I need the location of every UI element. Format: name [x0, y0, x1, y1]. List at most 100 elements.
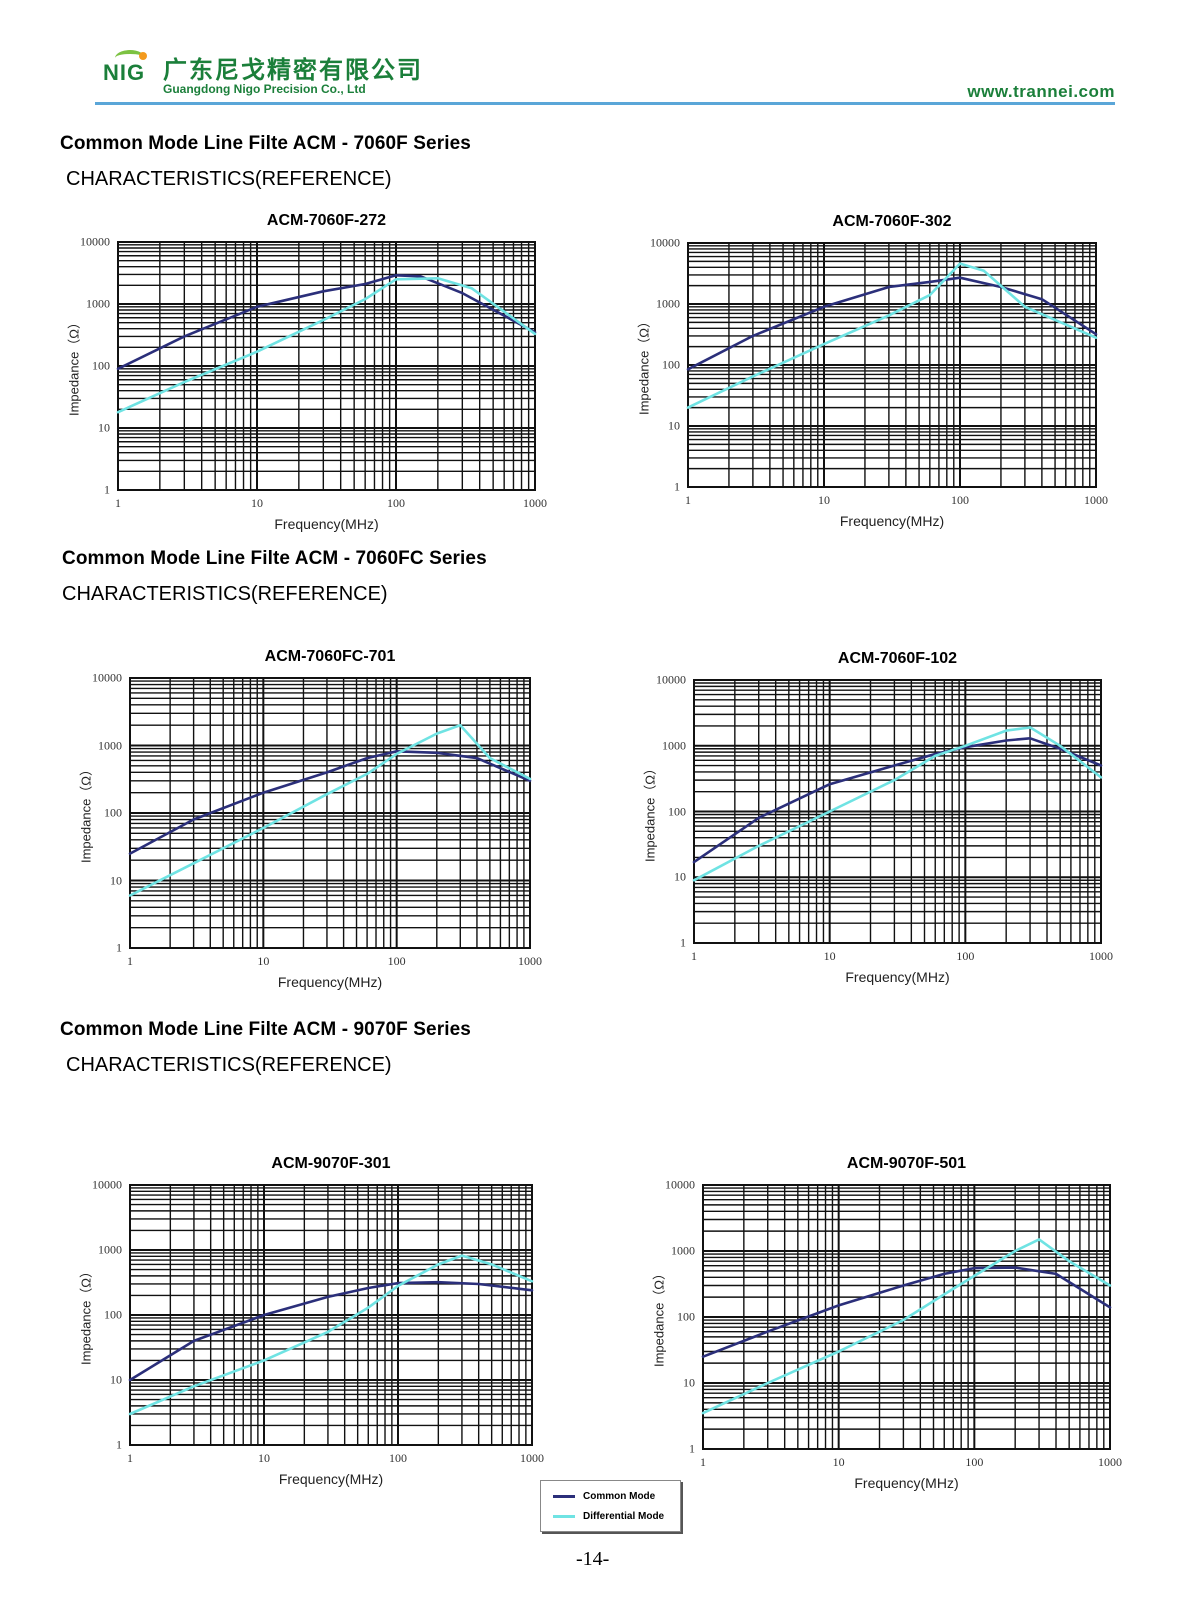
series-line-differential-mode — [116, 276, 537, 414]
x-tick-label: 10 — [251, 496, 263, 510]
series-line-common-mode — [116, 273, 537, 371]
legend-label-differential: Differential Mode — [583, 1511, 665, 1522]
series-line-differential-mode — [128, 1254, 534, 1416]
section-title-7060fc: Common Mode Line Filte ACM - 7060FC Seri… — [62, 548, 487, 569]
x-tick-label: 1000 — [520, 1451, 544, 1465]
x-tick-label: 1000 — [1089, 949, 1113, 963]
series-line-common-mode — [686, 276, 1098, 371]
x-tick-label: 1 — [127, 954, 133, 968]
y-tick-label: 10 — [683, 1375, 695, 1390]
y-tick-label: 100 — [677, 1309, 695, 1324]
website-link[interactable]: www.trannei.com — [967, 82, 1115, 101]
x-tick-label: 10 — [257, 954, 270, 968]
y-tick-label: 1000 — [86, 296, 110, 311]
plot-frame — [693, 679, 1102, 944]
plot-frame — [702, 1184, 1111, 1450]
legend-item-differential-mode: Differential Mode — [553, 1511, 664, 1522]
series-line-common-mode — [701, 1266, 1112, 1358]
y-axis-label: Impedance（Ω） — [651, 1266, 667, 1368]
x-tick-label: 100 — [951, 493, 969, 507]
y-tick-label: 10 — [668, 418, 680, 433]
company-name-en: Guangdong Nigo Precision Co., Ltd — [163, 82, 366, 96]
y-tick-label: 100 — [668, 804, 686, 818]
x-tick-label: 10 — [818, 493, 830, 507]
series-line-common-mode — [128, 749, 532, 855]
section-subtitle-7060fc: CHARACTERISTICS(REFERENCE) — [62, 583, 388, 605]
x-tick-label: 1000 — [1084, 493, 1108, 507]
plot-frame — [129, 677, 531, 949]
x-tick-label: 1000 — [518, 954, 542, 968]
section-subtitle-9070f: CHARACTERISTICS(REFERENCE) — [66, 1054, 392, 1076]
y-tick-label: 10 — [110, 873, 122, 887]
x-axis-label: Frequency(MHz) — [854, 1475, 959, 1491]
logo-dot-icon — [139, 52, 147, 60]
x-tick-label: 1000 — [523, 496, 547, 510]
y-tick-label: 1 — [116, 1437, 122, 1452]
series-line-differential-mode — [128, 723, 532, 897]
chart-title: ACM-7060F-102 — [837, 650, 958, 667]
y-tick-label: 1 — [689, 1441, 695, 1456]
series-line-differential-mode — [692, 726, 1103, 882]
y-tick-label: 10000 — [665, 1177, 695, 1192]
y-tick-label: 1000 — [98, 738, 122, 752]
y-tick-label: 10 — [98, 420, 110, 435]
y-tick-label: 1 — [116, 940, 122, 955]
y-tick-label: 100 — [92, 358, 110, 373]
legend-label-common: Common Mode — [583, 1491, 656, 1502]
y-tick-label: 100 — [104, 1307, 122, 1322]
x-tick-label: 1 — [115, 496, 121, 510]
y-tick-label: 100 — [104, 805, 122, 820]
legend-swatch-differential — [553, 1515, 575, 1518]
x-tick-label: 100 — [387, 954, 406, 968]
header-divider — [95, 102, 1115, 105]
plot-frame — [687, 242, 1097, 488]
x-tick-label: 10 — [832, 1455, 845, 1469]
x-axis-label: Frequency(MHz) — [845, 969, 950, 985]
chart-legend: Common Mode Differential Mode — [540, 1480, 681, 1532]
y-tick-label: 1 — [680, 935, 686, 950]
x-axis-label: Frequency(MHz) — [278, 1471, 384, 1487]
page-header: NIG 广东尼戈精密有限公司 Guangdong Nigo Precision … — [95, 46, 1115, 108]
x-tick-label: 1 — [685, 493, 691, 507]
x-axis-label: Frequency(MHz) — [277, 974, 383, 990]
y-axis-label: Impedance（Ω） — [636, 314, 652, 416]
legend-swatch-common — [553, 1495, 575, 1498]
y-axis-label: Impedance（Ω） — [642, 761, 658, 862]
x-tick-label: 100 — [389, 1451, 407, 1465]
y-tick-label: 1 — [104, 482, 110, 497]
series-line-differential-mode — [701, 1238, 1112, 1415]
y-tick-label: 10 — [674, 869, 686, 884]
company-name-cn: 广东尼戈精密有限公司 — [163, 56, 423, 84]
x-tick-label: 100 — [956, 949, 975, 963]
x-tick-label: 1 — [700, 1455, 706, 1469]
y-tick-label: 1000 — [98, 1242, 122, 1257]
series-line-common-mode — [128, 1280, 534, 1382]
y-axis-label: Impedance（Ω） — [78, 762, 94, 864]
x-axis-label: Frequency(MHz) — [839, 513, 945, 529]
y-axis-label: Impedance（Ω） — [78, 1264, 94, 1366]
y-tick-label: 100 — [662, 357, 680, 372]
y-tick-label: 10 — [110, 1372, 122, 1387]
section-subtitle-7060f: CHARACTERISTICS(REFERENCE) — [66, 168, 392, 190]
x-tick-label: 100 — [387, 496, 405, 510]
y-axis-label: Impedance（Ω） — [66, 315, 82, 417]
x-tick-label: 1 — [127, 1451, 133, 1465]
y-tick-label: 1000 — [671, 1243, 695, 1258]
y-tick-label: 10000 — [80, 234, 110, 249]
x-tick-label: 1 — [691, 949, 697, 963]
x-axis-label: Frequency(MHz) — [274, 516, 379, 532]
y-tick-label: 10000 — [92, 1177, 122, 1192]
y-tick-label: 10000 — [650, 235, 680, 250]
x-tick-label: 10 — [823, 949, 836, 963]
chart-title: ACM-7060F-302 — [832, 213, 952, 230]
y-tick-label: 10000 — [92, 670, 122, 685]
chart-title: ACM-7060FC-701 — [264, 648, 396, 665]
logo-arc-icon — [115, 50, 145, 66]
y-tick-label: 1 — [674, 479, 680, 494]
